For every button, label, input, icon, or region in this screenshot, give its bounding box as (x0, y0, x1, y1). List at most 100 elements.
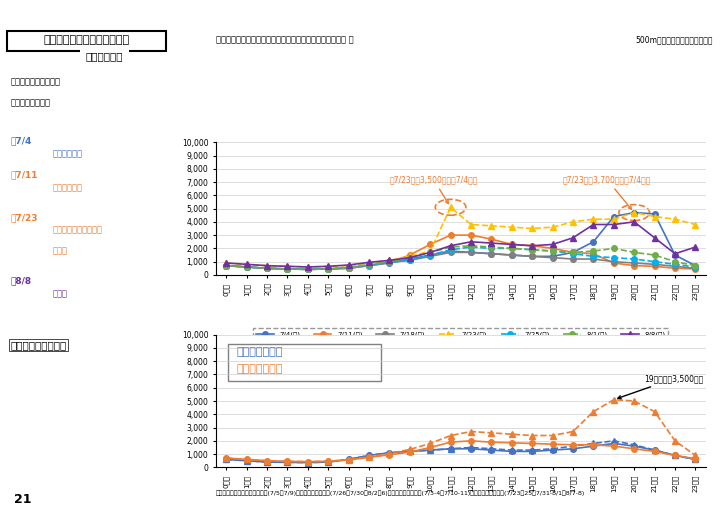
Text: 開会式: 開会式 (52, 247, 67, 256)
7/11(日) (650, 263, 659, 269)
8/1(日) (691, 263, 700, 269)
7/11(日) (609, 260, 618, 266)
7/23(祝) (385, 257, 394, 263)
7/11(日) (385, 259, 394, 265)
大会中（平日） (467, 444, 475, 451)
7/23(祝) (691, 221, 700, 228)
7/11(日) (365, 263, 374, 269)
Line: 7/4(日): 7/4(日) (223, 210, 698, 272)
大会前（休日） (609, 443, 618, 449)
大会中（休日） (365, 454, 374, 460)
Line: 8/1(日): 8/1(日) (223, 243, 698, 272)
8/8(日) (405, 255, 414, 261)
8/8(日) (650, 235, 659, 241)
7/18(日) (487, 250, 495, 257)
8/1(日) (548, 248, 557, 254)
Text: （7/23）約3,500人増［7/4比］: （7/23）約3,500人増［7/4比］ (390, 175, 478, 204)
大会中（休日） (324, 458, 333, 464)
7/11(日) (405, 252, 414, 258)
大会中（平日） (365, 452, 374, 458)
Text: ㈱ドコモ・インサイトマーケティングの「モバイル空間統計®」データを利用し東京都で作成: ㈱ドコモ・インサイトマーケティングの「モバイル空間統計®」データを利用し東京都で… (553, 11, 713, 17)
8/1(日) (630, 249, 639, 256)
7/25(日) (630, 256, 639, 262)
大会中（休日） (426, 440, 435, 447)
8/1(日) (467, 243, 475, 249)
7/11(日) (548, 245, 557, 251)
大会前（休日） (650, 449, 659, 455)
大会中（平日） (242, 458, 251, 464)
大会前（平日） (467, 446, 475, 452)
7/23(祝) (609, 216, 618, 223)
大会中（平日） (630, 442, 639, 448)
7/11(日) (467, 232, 475, 238)
大会前（休日） (283, 458, 292, 464)
7/25(日) (508, 245, 516, 251)
8/8(日) (508, 241, 516, 247)
7/25(日) (528, 247, 536, 253)
7/4(日) (324, 266, 333, 272)
7/23(祝) (508, 224, 516, 230)
大会前（平日） (405, 449, 414, 455)
7/18(日) (650, 261, 659, 267)
7/23(祝) (365, 260, 374, 266)
大会前（休日） (467, 438, 475, 444)
大会前（休日） (548, 441, 557, 447)
大会前（休日） (569, 442, 577, 448)
大会中（休日） (263, 458, 271, 464)
8/1(日) (589, 248, 598, 254)
7/4(日) (303, 266, 312, 272)
大会中（休日） (589, 408, 598, 415)
大会中（休日） (548, 432, 557, 438)
大会前（平日） (365, 452, 374, 458)
8/1(日) (426, 249, 435, 256)
8/8(日) (528, 243, 536, 249)
7/25(日) (487, 245, 495, 251)
8/8(日) (303, 264, 312, 270)
Text: （7/23）約3,700人増［7/4比］: （7/23）約3,700人増［7/4比］ (563, 175, 651, 209)
7/11(日) (528, 243, 536, 249)
大会中（平日） (385, 450, 394, 456)
7/11(日) (671, 265, 680, 271)
大会前（休日） (365, 454, 374, 460)
大会中（平日） (548, 446, 557, 452)
大会中（休日） (691, 452, 700, 458)
7/11(日) (222, 263, 230, 269)
Text: 平日：夕方減少: 平日：夕方減少 (236, 346, 283, 357)
7/25(日) (283, 266, 292, 272)
7/25(日) (589, 253, 598, 260)
大会前（平日） (385, 450, 394, 456)
7/25(日) (609, 255, 618, 261)
大会中（平日） (609, 438, 618, 444)
大会中（休日） (671, 438, 680, 444)
7/11(日) (630, 263, 639, 269)
8/1(日) (405, 255, 414, 261)
大会前（休日） (324, 458, 333, 464)
7/23(祝) (405, 253, 414, 260)
7/18(日) (508, 252, 516, 258)
Legend: 7/4(日), 7/11(日), 7/18(日), 7/23(祝), 7/25(日), 8/1(日), 8/8(日): 7/4(日), 7/11(日), 7/18(日), 7/23(祝), 7/25(… (253, 328, 668, 340)
7/18(日) (222, 263, 230, 269)
大会前（休日） (671, 452, 680, 458)
7/25(日) (242, 264, 251, 270)
7/4(日) (671, 252, 680, 258)
7/18(日) (242, 264, 251, 270)
Text: 500mメッシュ内の推定滞在人口: 500mメッシュ内の推定滞在人口 (635, 36, 713, 44)
7/11(日) (242, 264, 251, 270)
8/8(日) (569, 235, 577, 241)
8/8(日) (548, 241, 557, 247)
7/18(日) (365, 262, 374, 268)
大会中（平日） (324, 459, 333, 465)
7/18(日) (426, 253, 435, 260)
大会中（平日） (222, 456, 230, 462)
7/18(日) (446, 249, 455, 256)
7/4(日) (365, 263, 374, 269)
Text: 平日・休日の平均値: 平日・休日の平均値 (10, 340, 67, 350)
7/4(日) (609, 213, 618, 219)
大会前（休日） (508, 440, 516, 446)
大会中（平日） (508, 447, 516, 453)
大会前（平日） (324, 459, 333, 465)
Line: 8/8(日): 8/8(日) (223, 219, 698, 270)
Text: ・7/11: ・7/11 (10, 171, 38, 179)
大会中（平日） (569, 443, 577, 449)
8/1(日) (303, 266, 312, 272)
